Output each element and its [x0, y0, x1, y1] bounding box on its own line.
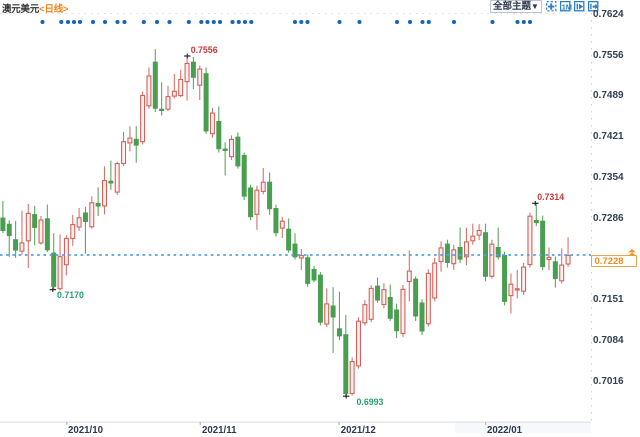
svg-text:0.6993: 0.6993: [357, 397, 384, 407]
svg-text:0.7170: 0.7170: [57, 290, 84, 300]
svg-text:0.7314: 0.7314: [537, 192, 564, 202]
svg-text:0.7556: 0.7556: [191, 45, 218, 55]
svg-text:1M: 1M: [562, 2, 572, 11]
